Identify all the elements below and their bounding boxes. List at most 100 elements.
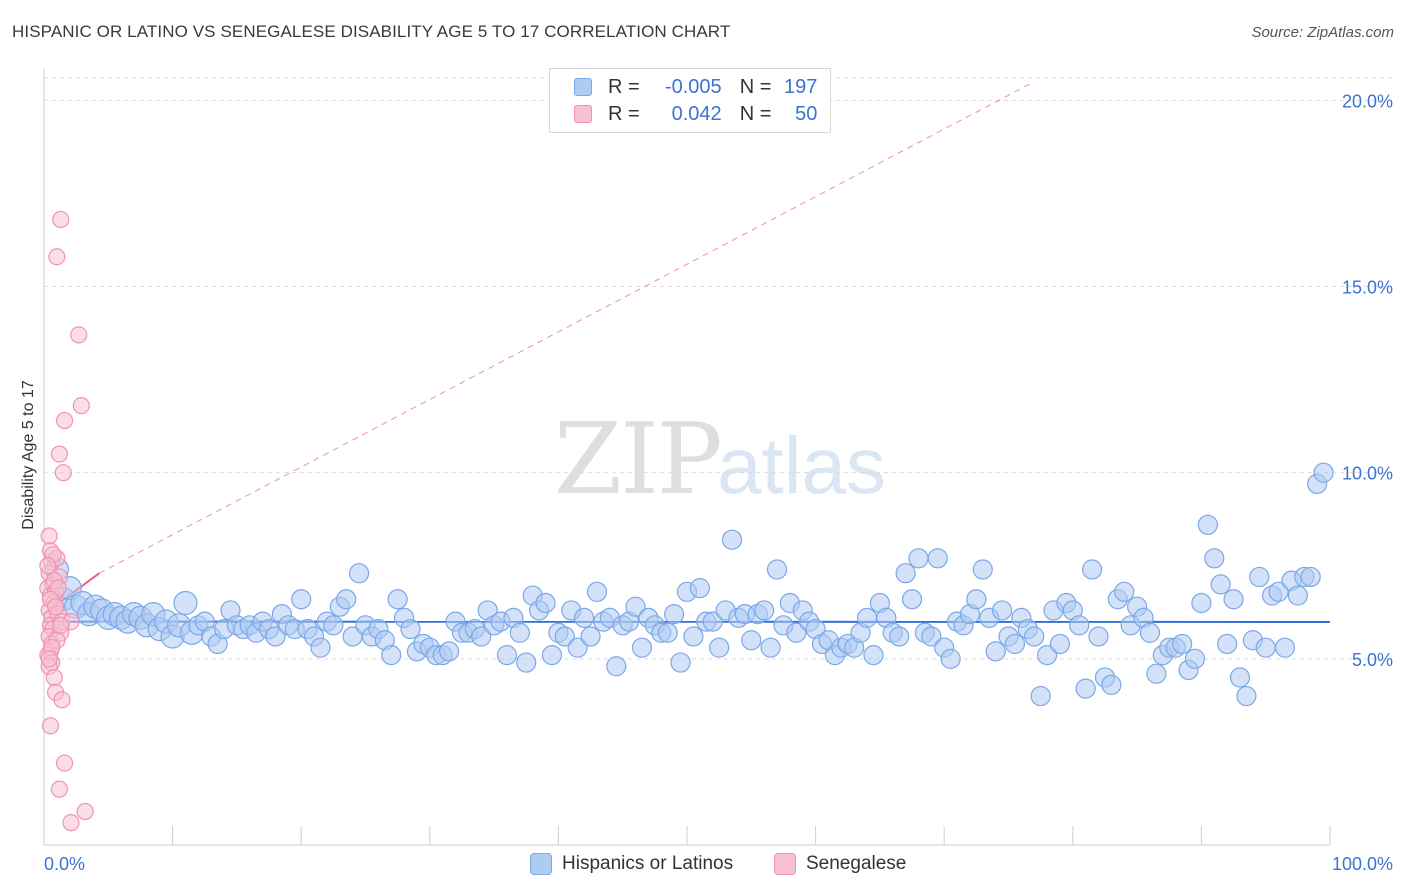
- point-hispanics: [966, 589, 987, 610]
- chart-title: HISPANIC OR LATINO VS SENEGALESE DISABIL…: [12, 22, 731, 41]
- point-hispanics: [606, 656, 627, 677]
- point-hispanics: [766, 559, 788, 580]
- point-hispanics: [940, 648, 961, 669]
- point-hispanics: [574, 607, 595, 628]
- point-hispanics: [1139, 622, 1161, 643]
- point-hispanics: [972, 559, 993, 580]
- point-hispanics: [921, 626, 942, 647]
- x-tick-label: 0.0%: [44, 854, 85, 874]
- series-hispanics-points: [44, 462, 1334, 707]
- point-hispanics: [991, 600, 1013, 621]
- gridlines: [44, 77, 1393, 660]
- point-hispanics: [664, 604, 685, 625]
- point-hispanics: [586, 581, 608, 602]
- x-tick-label: 100.0%: [1332, 854, 1393, 874]
- point-hispanics: [348, 563, 370, 584]
- point-hispanics: [1313, 462, 1334, 483]
- point-hispanics: [702, 611, 723, 632]
- legend: R = -0.005 N = 197 R = 0.042 N = 50: [549, 68, 831, 133]
- trend-lines: [43, 81, 1331, 623]
- point-hispanics: [657, 622, 678, 643]
- point-hispanics: [1236, 685, 1257, 707]
- point-hispanics: [1075, 678, 1096, 699]
- y-axis-label: Disability Age 5 to 17: [20, 380, 37, 530]
- point-hispanics: [670, 652, 691, 673]
- point-hispanics: [173, 590, 198, 616]
- bottom-legend-senegalese: Senegalese: [774, 851, 906, 877]
- point-hispanics: [1114, 581, 1135, 602]
- point-hispanics: [336, 589, 357, 610]
- point-hispanics: [1088, 626, 1109, 647]
- point-hispanics: [1274, 637, 1296, 658]
- point-senegalese: [41, 717, 60, 735]
- point-hispanics: [1024, 626, 1045, 647]
- point-hispanics: [1268, 581, 1289, 602]
- legend-swatch-blue: [574, 78, 592, 96]
- point-hispanics: [927, 548, 948, 569]
- point-hispanics: [496, 645, 518, 666]
- point-hispanics: [1223, 589, 1244, 610]
- point-hispanics: [1101, 674, 1122, 695]
- point-hispanics: [709, 637, 730, 658]
- tick-labels: 5.0% 10.0% 15.0% 20.0% 0.0% 100.0%: [44, 91, 1393, 874]
- legend-r-value: 0.042: [671, 102, 722, 125]
- point-hispanics: [901, 589, 923, 610]
- point-hispanics: [1146, 663, 1167, 684]
- watermark-atlas: atlas: [717, 421, 886, 510]
- legend-row-senegalese: R = 0.042 N = 50: [574, 101, 817, 127]
- legend-swatch-pink: [574, 105, 592, 123]
- point-hispanics: [1184, 648, 1206, 669]
- point-hispanics: [908, 548, 929, 569]
- point-senegalese: [48, 248, 66, 266]
- point-hispanics: [856, 607, 878, 628]
- point-hispanics: [516, 652, 537, 673]
- point-hispanics: [625, 596, 646, 617]
- point-senegalese: [46, 598, 65, 616]
- point-hispanics: [1004, 633, 1026, 655]
- point-hispanics: [1081, 559, 1103, 580]
- point-hispanics: [754, 600, 775, 621]
- point-hispanics: [631, 637, 653, 658]
- point-hispanics: [1229, 667, 1251, 688]
- point-senegalese: [52, 616, 70, 634]
- point-senegalese: [62, 814, 80, 832]
- point-hispanics: [310, 637, 331, 658]
- legend-n-label: N =: [739, 75, 772, 98]
- point-senegalese: [50, 780, 69, 798]
- point-senegalese: [40, 650, 58, 668]
- legend-n-label: N =: [739, 102, 772, 125]
- point-hispanics: [400, 618, 421, 640]
- trend-line-senegalese-dashed: [99, 81, 1035, 574]
- point-hispanics: [291, 589, 312, 610]
- point-hispanics: [580, 626, 601, 647]
- y-tick-label: 10.0%: [1342, 464, 1393, 484]
- bottom-legend-label: Hispanics or Latinos: [562, 853, 734, 874]
- legend-row-hispanics: R = -0.005 N = 197: [574, 74, 817, 100]
- point-senegalese: [70, 326, 88, 344]
- bottom-legend-swatch-blue: [530, 853, 552, 875]
- point-hispanics: [1036, 645, 1058, 666]
- point-hispanics: [1049, 633, 1071, 655]
- point-senegalese: [53, 691, 71, 709]
- point-hispanics: [1217, 633, 1238, 655]
- point-hispanics: [1030, 685, 1051, 707]
- point-hispanics: [889, 626, 910, 647]
- point-hispanics: [1069, 615, 1090, 636]
- point-hispanics: [741, 630, 762, 651]
- point-senegalese: [39, 557, 57, 575]
- y-tick-label: 5.0%: [1352, 650, 1393, 670]
- point-senegalese: [76, 802, 94, 821]
- legend-n-value: 50: [795, 102, 818, 125]
- point-hispanics: [265, 626, 286, 647]
- point-hispanics: [387, 589, 408, 610]
- watermark-zip: ZIP: [554, 403, 723, 517]
- legend-r-label: R =: [608, 102, 640, 125]
- point-hispanics: [689, 577, 710, 599]
- point-hispanics: [985, 641, 1006, 662]
- series-senegalese-points: [39, 210, 94, 832]
- point-senegalese: [55, 411, 74, 430]
- point-hispanics: [381, 645, 402, 666]
- point-senegalese: [55, 754, 74, 772]
- point-hispanics: [1300, 566, 1321, 588]
- legend-n-value: 197: [784, 75, 818, 98]
